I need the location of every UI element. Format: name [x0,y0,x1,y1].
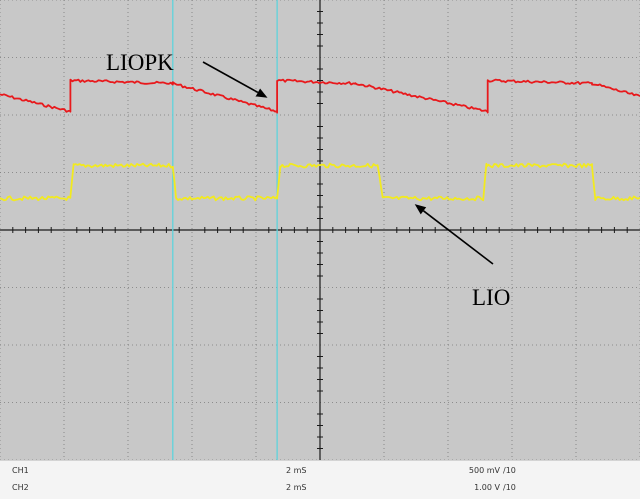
annotations: LIOPK LIO [106,50,510,310]
oscilloscope-display: LIOPK LIO [0,0,640,460]
grid [0,0,640,460]
channel-name: CH1 [12,466,29,475]
annotation-arrowhead-lio [415,204,426,214]
time-per-div: 2 mS [286,466,307,475]
time-per-div: 2 mS [286,483,307,492]
status-row-ch2: CH2 2 mS 1.00 V /10 [0,480,640,495]
annotation-label-liopk: LIOPK [106,50,174,75]
waveform-plot: LIOPK LIO [0,0,640,460]
probe-attenuation: /10 [503,466,516,475]
annotation-arrow-lio [423,211,493,264]
annotation-arrowhead-liopk [256,88,268,97]
annotation-label-lio: LIO [472,285,510,310]
probe-attenuation: /10 [503,483,516,492]
annotation-arrow-liopk [203,62,258,92]
status-row-ch1: CH1 2 mS 500 mV /10 [0,463,640,478]
channel-status-bar: CH1 2 mS 500 mV /10 CH2 2 mS 1.00 V /10 [0,460,640,499]
volts-per-div: 500 mV [438,466,500,475]
channel-name: CH2 [12,483,29,492]
volts-per-div: 1.00 V [438,483,500,492]
